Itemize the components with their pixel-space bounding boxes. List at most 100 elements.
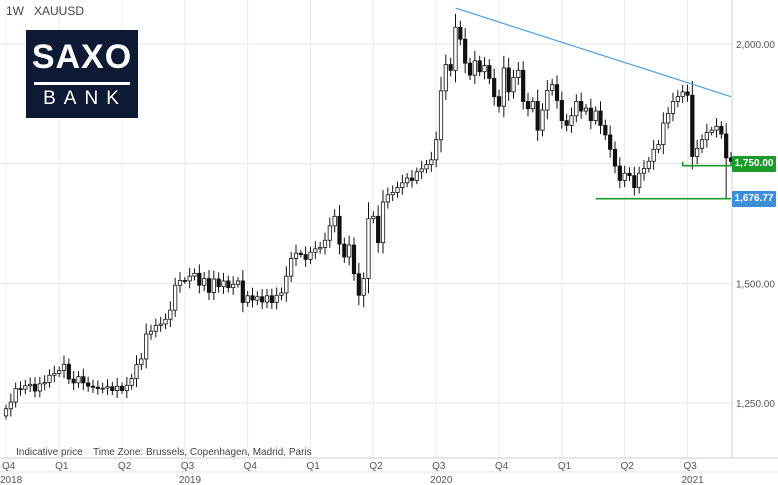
candle-body-135 — [656, 144, 661, 150]
y-tick-label-1: 1,500.00 — [736, 279, 775, 290]
candle-body-109 — [530, 101, 535, 110]
candle-body-98 — [477, 60, 482, 73]
candle-body-72 — [351, 244, 357, 275]
candle-body-144 — [699, 139, 705, 149]
candle-body-53 — [260, 296, 265, 303]
candle-body-54 — [264, 295, 270, 303]
candle-body-123 — [598, 110, 603, 126]
candle-body-29 — [144, 333, 149, 360]
candle-body-106 — [516, 69, 521, 78]
candle-body-102 — [496, 96, 502, 107]
candle-body-128 — [622, 172, 627, 181]
candle-body-34 — [168, 309, 173, 320]
candle-body-9 — [47, 374, 52, 383]
candle-body-59 — [289, 258, 294, 277]
candle-body-146 — [709, 129, 714, 133]
candle-body-19 — [95, 386, 100, 390]
candle-body-93 — [453, 26, 458, 71]
candle-body-21 — [105, 386, 110, 389]
candle-body-74 — [361, 278, 366, 296]
candle-body-112 — [545, 90, 550, 111]
candle-body-23 — [115, 385, 120, 391]
candle-body-75 — [366, 218, 371, 279]
descending-trendline — [455, 7, 732, 98]
candle-body-55 — [269, 295, 274, 303]
x-quarter-label-11: Q3 — [684, 461, 698, 472]
candle-body-142 — [690, 94, 695, 157]
interval-label[interactable]: 1W — [6, 4, 24, 18]
candle-body-36 — [177, 280, 183, 286]
candle-body-12 — [61, 363, 67, 371]
candle-body-89 — [434, 139, 439, 161]
candle-body-96 — [467, 62, 473, 76]
candle-body-44 — [216, 278, 221, 288]
candle-body-100 — [487, 65, 492, 79]
candle-body-13 — [66, 363, 71, 380]
candle-body-121 — [588, 107, 593, 121]
candle-body-63 — [308, 251, 313, 260]
candle-body-118 — [574, 101, 579, 117]
candle-body-11 — [57, 370, 62, 374]
candle-body-39 — [192, 272, 197, 277]
candle-body-117 — [569, 115, 574, 126]
x-quarter-label-3: Q3 — [181, 461, 195, 472]
x-year-label-2: 2020 — [430, 475, 453, 485]
candle-body-8 — [42, 382, 47, 385]
candle-body-104 — [506, 67, 511, 93]
candle-body-31 — [153, 325, 158, 332]
candle-body-148 — [719, 125, 724, 135]
candles — [3, 13, 734, 420]
candle-body-64 — [313, 248, 318, 253]
candle-body-0 — [3, 408, 9, 417]
candle-body-16 — [81, 376, 86, 384]
candle-body-6 — [32, 383, 38, 392]
candle-body-62 — [303, 254, 308, 260]
candle-body-68 — [332, 215, 337, 227]
candle-body-77 — [376, 215, 381, 244]
candle-body-83 — [405, 177, 410, 184]
candle-body-32 — [158, 323, 163, 326]
x-year-label-0: 2018 — [0, 475, 23, 485]
candle-body-139 — [675, 96, 680, 102]
candle-body-126 — [612, 148, 618, 167]
candle-body-57 — [279, 292, 284, 296]
candle-body-86 — [419, 168, 424, 173]
candle-body-124 — [603, 124, 608, 136]
candle-body-10 — [52, 372, 57, 376]
candle-body-71 — [347, 244, 352, 258]
candle-body-42 — [206, 278, 212, 293]
candle-body-70 — [342, 243, 347, 258]
candle-body-40 — [197, 272, 202, 286]
indicative-price-label: Indicative price — [16, 447, 83, 458]
candle-body-110 — [535, 101, 540, 131]
candle-body-107 — [521, 69, 526, 102]
candle-body-35 — [173, 284, 178, 311]
logo-line1: SAXO — [31, 38, 133, 76]
candle-body-119 — [579, 101, 584, 112]
candle-body-103 — [501, 67, 506, 107]
candle-body-94 — [458, 26, 463, 40]
logo-line2: BANK — [43, 88, 127, 109]
x-year-label-1: 2019 — [179, 475, 202, 485]
candle-body-45 — [221, 280, 226, 288]
candle-body-138 — [670, 101, 676, 114]
symbol-label[interactable]: XAUUSD — [34, 4, 85, 18]
candle-body-25 — [124, 384, 129, 391]
candle-body-56 — [274, 294, 279, 303]
candle-body-137 — [666, 113, 671, 124]
candle-body-78 — [380, 201, 386, 244]
y-tick-label-0: 1,250.00 — [736, 399, 775, 410]
candle-body-136 — [661, 122, 666, 145]
x-quarter-label-6: Q2 — [369, 461, 383, 472]
x-year-label-3: 2021 — [682, 475, 705, 485]
candle-body-132 — [641, 168, 647, 174]
logo-rule — [34, 82, 130, 85]
y-axis-labels: 1,250.001,500.001,750.002,000.00 — [736, 40, 775, 410]
x-quarter-label-2: Q2 — [118, 461, 132, 472]
candle-body-141 — [685, 91, 690, 96]
candle-body-105 — [511, 77, 516, 93]
candle-body-15 — [76, 376, 81, 384]
candle-body-111 — [540, 109, 545, 131]
candle-body-7 — [37, 383, 42, 392]
